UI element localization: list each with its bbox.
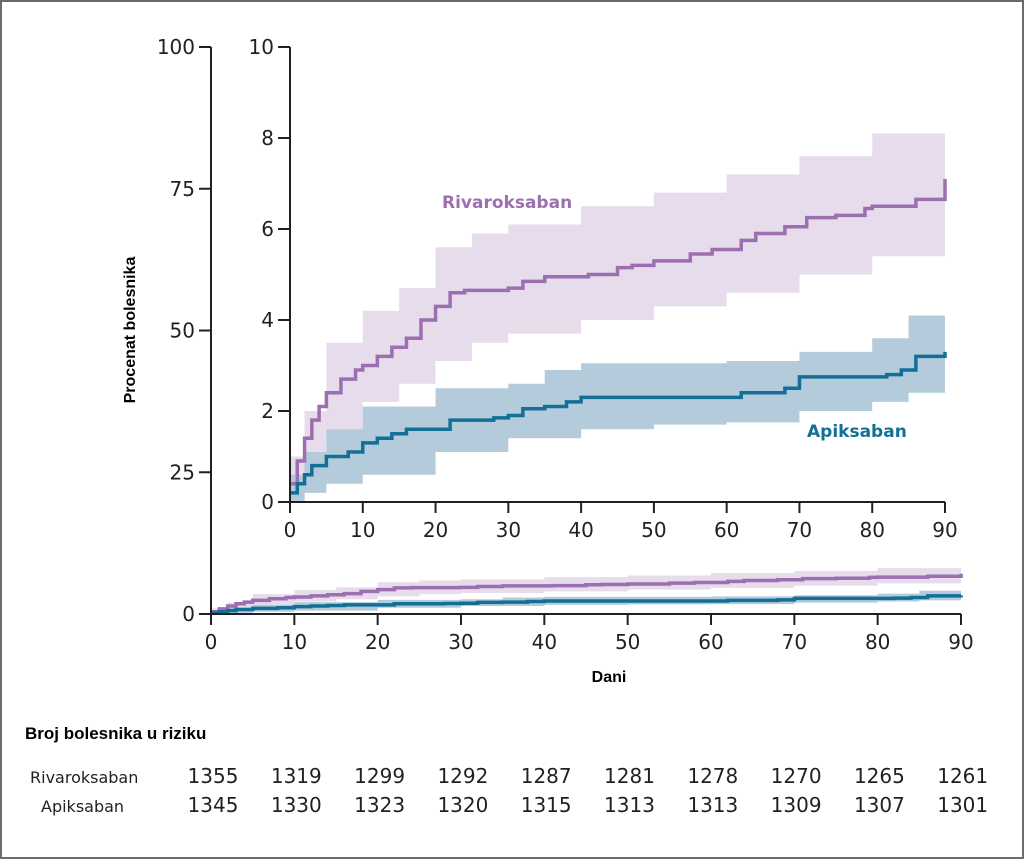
main-x-tick-label: 60 bbox=[698, 630, 723, 654]
inset-ci-bands bbox=[290, 110, 945, 502]
risk-table-cell: 1278 bbox=[687, 764, 739, 788]
main-x-tick-label: 90 bbox=[948, 630, 973, 654]
inset-x-tick-label: 60 bbox=[714, 518, 739, 542]
main-y-tick-label: 0 bbox=[182, 602, 195, 626]
main-y-tick-label: 50 bbox=[170, 319, 195, 343]
x-axis-title: Dani bbox=[592, 669, 627, 686]
inset-y-tick-label: 0 bbox=[261, 490, 274, 514]
main-x-tick-label: 0 bbox=[205, 630, 218, 654]
y-axis-title: Procenat bolesnika bbox=[122, 257, 139, 404]
main-curve-apiksaban bbox=[211, 594, 963, 615]
risk-table-cell: 1270 bbox=[770, 764, 822, 788]
inset-ci-band-rivaroksaban bbox=[290, 110, 945, 502]
risk-table-cell: 1301 bbox=[937, 793, 989, 817]
series-label-apiksaban: Apiksaban bbox=[807, 422, 907, 442]
risk-table-title: Broj bolesnika u riziku bbox=[25, 724, 207, 743]
inset-y-tick-label: 6 bbox=[261, 217, 274, 241]
series-label-rivaroksaban: Rivaroksaban bbox=[442, 193, 572, 213]
risk-table-cell: 1299 bbox=[354, 764, 406, 788]
risk-table-cell: 1315 bbox=[520, 793, 572, 817]
main-y-tick-label: 75 bbox=[170, 177, 195, 201]
risk-table-cell: 1309 bbox=[770, 793, 822, 817]
inset-curve-rivaroksaban bbox=[290, 178, 947, 486]
inset-x-tick-label: 30 bbox=[496, 518, 521, 542]
main-x-tick-label: 10 bbox=[282, 630, 307, 654]
inset-x-tick-label: 40 bbox=[568, 518, 593, 542]
main-x-tick-label: 30 bbox=[448, 630, 473, 654]
main-curve-rivaroksaban bbox=[211, 573, 963, 614]
main-x-tick-label: 40 bbox=[532, 630, 557, 654]
risk-table-cell: 1323 bbox=[354, 793, 406, 817]
risk-table-cell: 1261 bbox=[937, 764, 989, 788]
risk-table-cell: 1330 bbox=[270, 793, 322, 817]
main-curves bbox=[211, 573, 963, 615]
risk-table-cell: 1281 bbox=[604, 764, 655, 788]
main-y-tick-label: 100 bbox=[157, 35, 195, 59]
main-x-tick-label: 20 bbox=[365, 630, 390, 654]
risk-table-cell: 1313 bbox=[604, 793, 655, 817]
inset-x-tick-label: 0 bbox=[284, 518, 297, 542]
inset-x-tick-label: 10 bbox=[350, 518, 375, 542]
inset-y-tick-label: 8 bbox=[261, 126, 274, 150]
inset-axes: 0 2 4 6 8 10 0 10 20 30 40 50 60 70 80 90 bbox=[249, 35, 958, 542]
main-ci-band-rivaroksaban bbox=[211, 565, 961, 614]
inset-curves bbox=[290, 178, 947, 495]
risk-table-cell: 1345 bbox=[187, 793, 239, 817]
inset-curve-apiksaban bbox=[290, 351, 947, 495]
inset-x-tick-label: 20 bbox=[423, 518, 448, 542]
risk-table-cell: 1307 bbox=[853, 793, 905, 817]
risk-table-cell: 1313 bbox=[687, 793, 739, 817]
risk-row-label: Apiksaban bbox=[41, 797, 125, 816]
risk-table-cell: 1265 bbox=[853, 764, 905, 788]
inset-x-tick-label: 90 bbox=[932, 518, 957, 542]
inset-y-tick-label: 10 bbox=[249, 35, 274, 59]
risk-table-cell: 1355 bbox=[187, 764, 239, 788]
inset-ci-band-apiksaban bbox=[290, 306, 945, 502]
risk-table-cell: 1287 bbox=[520, 764, 572, 788]
risk-table-cell: 1319 bbox=[270, 764, 322, 788]
risk-row-label: Rivaroksaban bbox=[30, 768, 139, 787]
risk-table-cell: 1292 bbox=[437, 764, 489, 788]
risk-table-cell: 1320 bbox=[437, 793, 489, 817]
inset-y-tick-label: 4 bbox=[261, 308, 274, 332]
inset-x-tick-label: 80 bbox=[859, 518, 884, 542]
main-y-tick-label: 25 bbox=[170, 460, 195, 484]
main-x-tick-label: 70 bbox=[782, 630, 807, 654]
inset-x-tick-label: 70 bbox=[787, 518, 812, 542]
inset-y-tick-label: 2 bbox=[261, 399, 274, 423]
main-x-tick-label: 50 bbox=[615, 630, 640, 654]
inset-x-tick-label: 50 bbox=[641, 518, 666, 542]
main-x-tick-label: 80 bbox=[865, 630, 890, 654]
